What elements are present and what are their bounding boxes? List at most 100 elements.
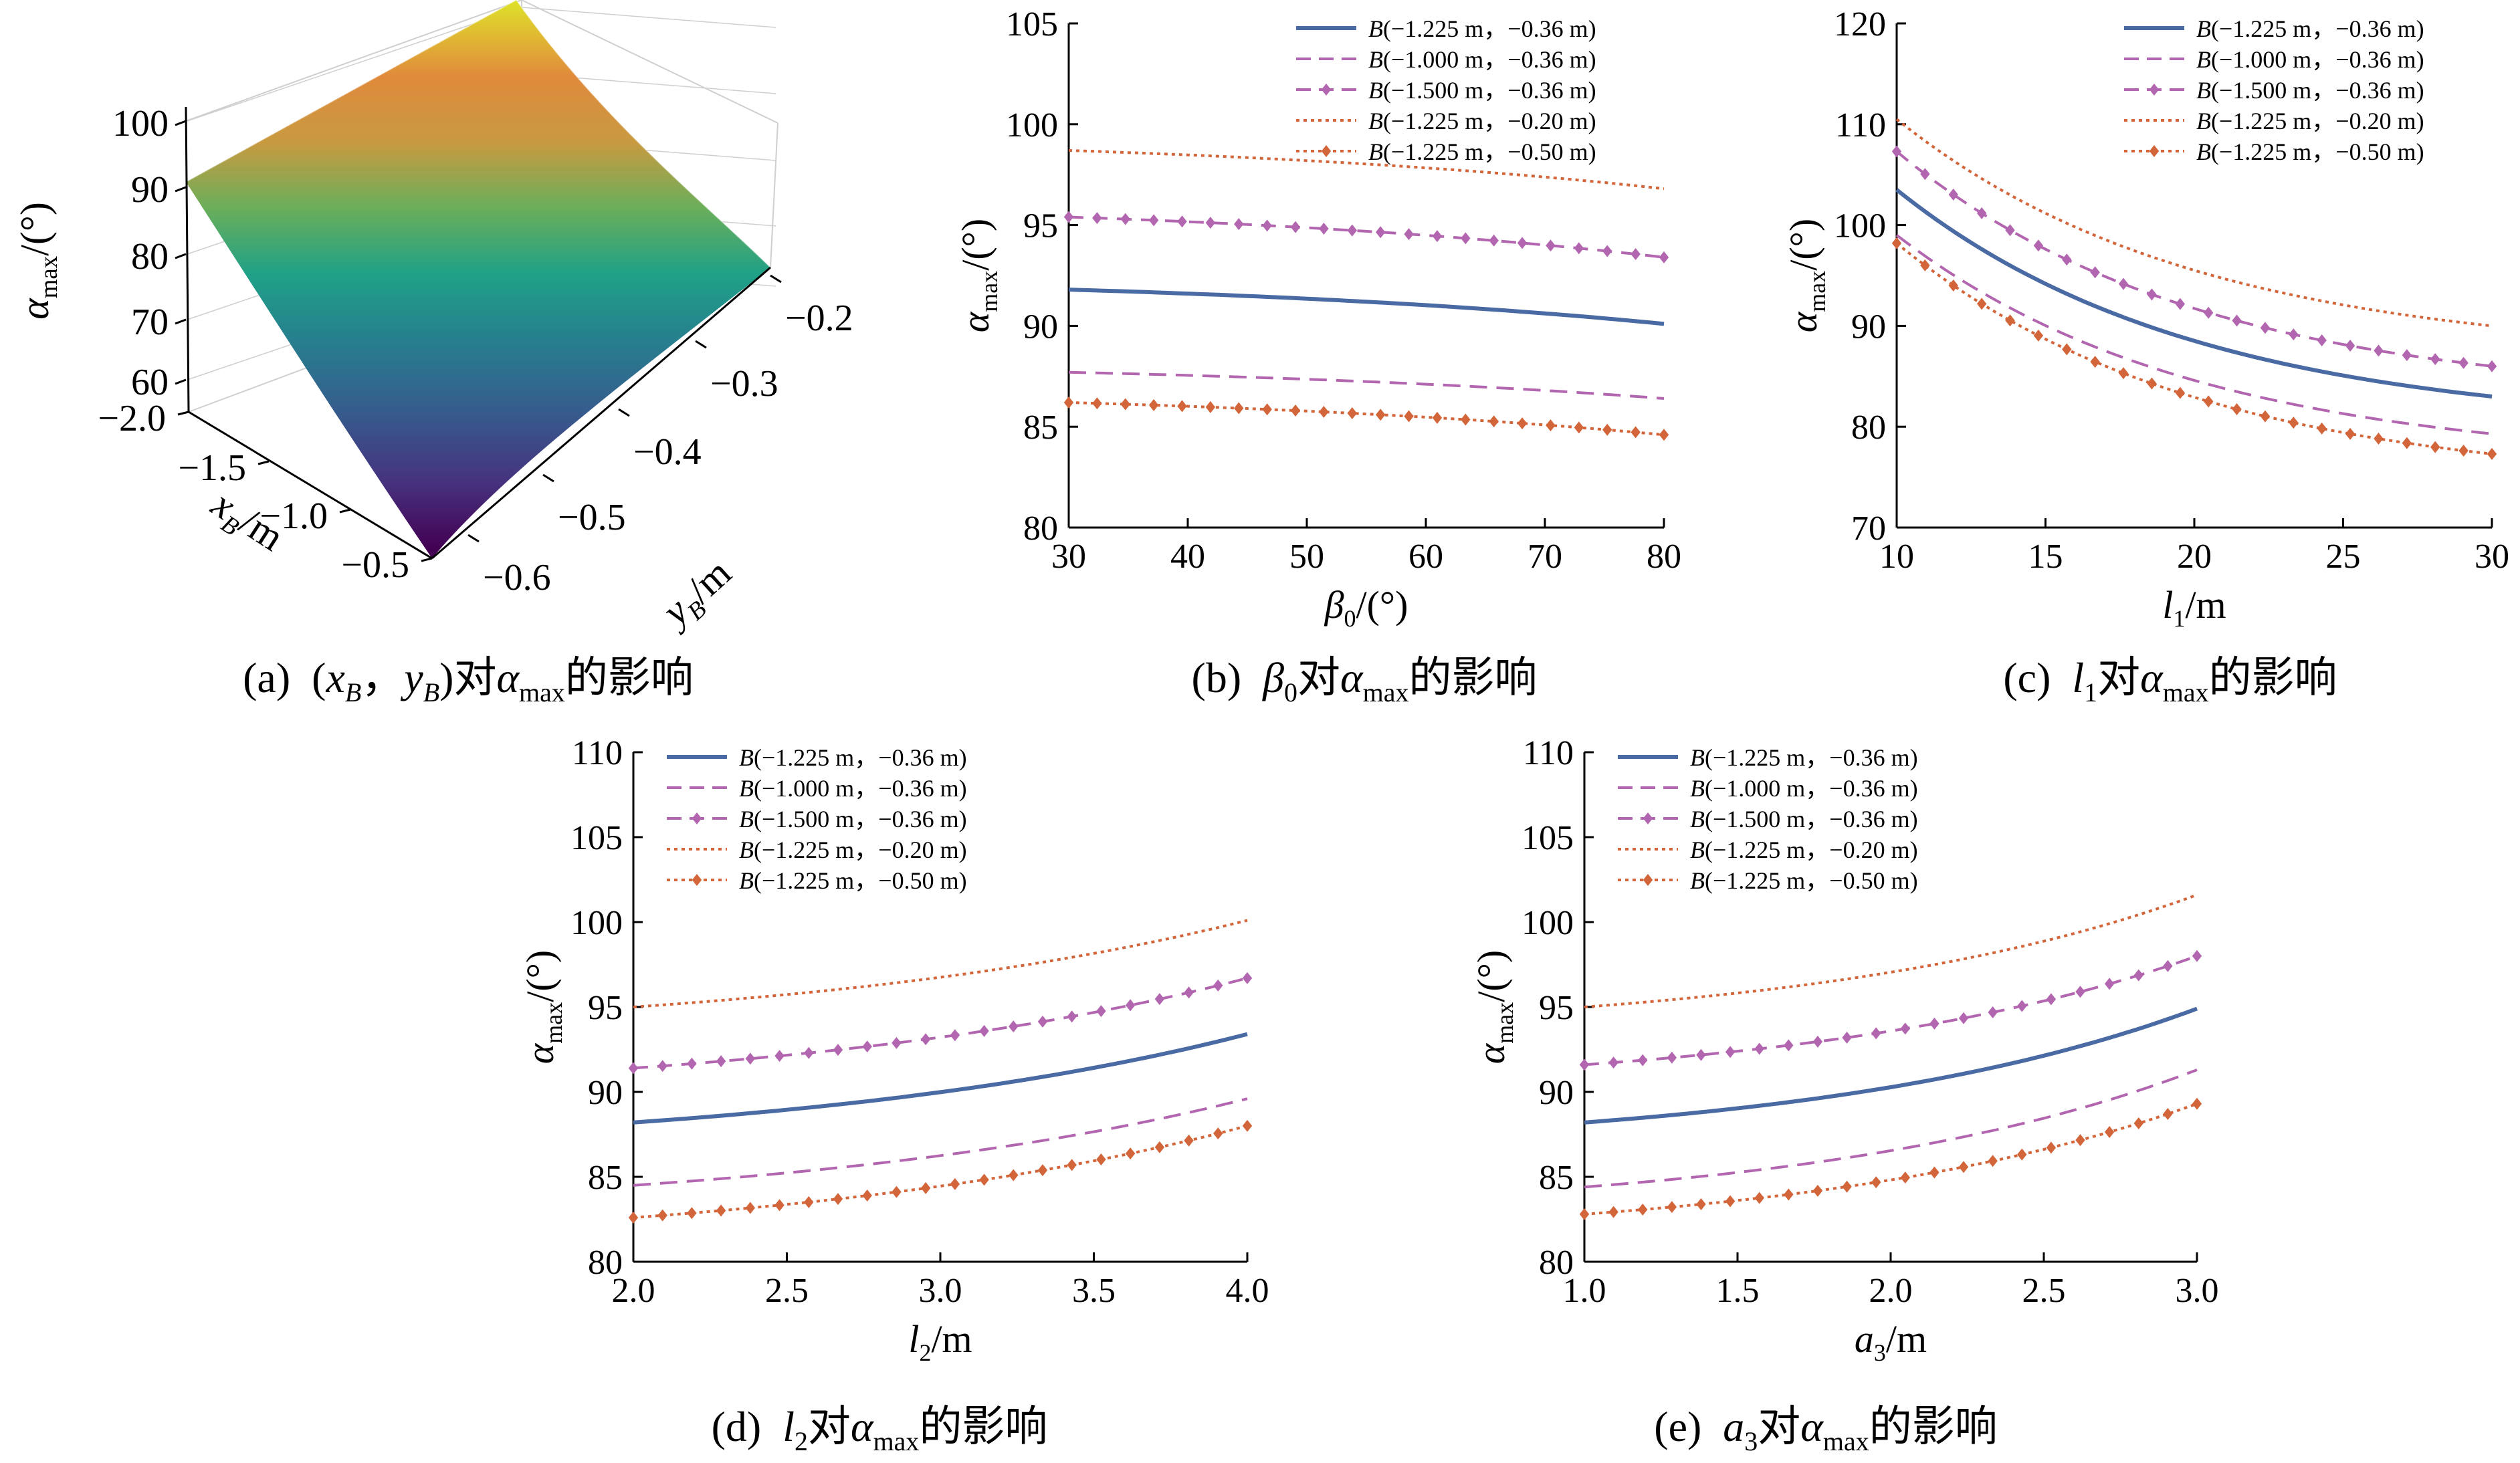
series-marker-3 [2458,356,2469,369]
series-marker-3 [2260,322,2271,334]
x-tick-label: 50 [1289,538,1324,576]
z-tick-label: 80 [131,236,169,277]
legend: B(−1.225 m，−0.36 m) B(−1.000 m，−0.36 m) B(… [667,744,967,894]
series-marker-3 [1725,1046,1736,1058]
caption-a: (a) (xB，yB)对αmax的影响 [243,654,694,707]
series-marker-5 [1871,1176,1881,1189]
series-marker-3 [1784,1039,1794,1052]
series-marker-5 [1290,405,1301,417]
box-edge [521,0,778,124]
z-tick-mark [175,318,187,325]
series-marker-5 [1177,400,1187,413]
y-tick-label: 80 [1851,409,1886,447]
z-axis-title: αmax/(°) [13,202,63,320]
legend-marker [692,874,702,886]
z-axis-line [185,106,190,413]
series-line-1 [1068,288,1665,326]
series-marker-5 [1037,1164,1048,1177]
series-line-3 [633,976,1248,1070]
series-marker-3 [1037,1015,1048,1028]
series-marker-5 [1900,1171,1911,1184]
legend-label: B(−1.225 m，−0.20 m) [2196,108,2424,134]
series-marker-3 [745,1052,756,1065]
y-axis-title: αmax/(°) [1782,219,1830,332]
y-axis-title: αmax/(°) [1469,950,1518,1064]
x-tick-label: 25 [2326,538,2361,576]
series-marker-3 [1125,999,1136,1012]
series-marker-5 [1517,417,1528,430]
series-marker-3 [1154,993,1165,1006]
x-tick-label: 3.0 [919,1272,962,1310]
series-line-3 [1895,150,2493,368]
series-marker-5 [2147,377,2157,390]
y-tick-label: 95 [588,989,623,1027]
series-line-2 [1584,1068,2198,1189]
series-marker-5 [1988,1155,1998,1167]
series-marker-3 [1063,211,1074,223]
series-marker-3 [1546,239,1556,252]
series-marker-5 [1659,429,1669,441]
y-tick-label: 95 [1539,989,1574,1027]
series-marker-5 [1461,413,1471,426]
series-marker-5 [1784,1188,1794,1201]
series-marker-3 [1988,1006,1998,1018]
series-marker-5 [1948,279,1958,292]
y-tick-label: 85 [588,1159,623,1197]
series-marker-3 [1976,207,1987,219]
series-marker-3 [1148,214,1159,227]
series-marker-5 [1667,1201,1677,1214]
series-marker-5 [2033,329,2044,342]
x-tick-mark [177,411,189,416]
series-marker-3 [2005,224,2015,237]
legend-label: B(−1.225 m，−0.50 m) [1368,138,1596,165]
series-marker-5 [804,1196,814,1208]
series-marker-5 [1125,1147,1136,1160]
series-marker-3 [628,1062,639,1075]
series-marker-5 [1319,405,1329,418]
x-tick-label: 70 [1528,538,1562,576]
z-tick-mark [175,378,187,385]
series-marker-3 [1347,224,1358,237]
y-tick-label: −0.3 [710,363,778,405]
series-marker-3 [2430,353,2440,366]
x-tick-label: 1.0 [1563,1272,1606,1310]
x-axis-line [188,411,433,560]
series-marker-5 [1347,407,1358,420]
series-marker-5 [1262,403,1272,416]
series-marker-3 [1948,188,1958,201]
legend: B(−1.225 m，−0.36 m) B(−1.000 m，−0.36 m) B(… [1618,744,1918,894]
series-marker-3 [2090,266,2100,279]
z-gridline [521,7,776,28]
y-tick-label: 100 [1006,106,1058,144]
x-tick-mark [339,508,351,514]
series-marker-5 [774,1199,784,1212]
series-marker-3 [2133,969,2143,982]
series-marker-5 [1404,410,1414,423]
series-marker-5 [1725,1195,1736,1208]
z-tick-mark [175,253,187,259]
y-tick-label: 90 [1023,308,1058,346]
x-axis-title: β0/(°) [1324,583,1408,632]
series-marker-3 [2289,328,2299,341]
series-marker-3 [2075,986,2085,998]
series-line-4 [1895,118,2493,328]
series-marker-3 [2192,949,2202,962]
series-marker-5 [1638,1204,1648,1216]
z-tick-label: 70 [131,302,169,343]
y-axis-title: yB/m [651,550,743,641]
series-marker-3 [1009,1020,1019,1033]
series-marker-3 [2175,298,2186,310]
legend-marker [1643,874,1653,886]
x-axis-title: a3/m [1855,1317,1927,1366]
legend-label: B(−1.225 m，−0.36 m) [739,744,967,771]
legend-label: B(−1.225 m，−0.20 m) [1690,836,1918,863]
series-marker-5 [1920,259,1930,271]
y-tick-label: 120 [1834,5,1886,43]
series-marker-3 [2203,306,2214,319]
series-marker-5 [2005,314,2015,327]
x-axis-title: l2/m [908,1317,972,1366]
series-line-2 [1895,234,2493,435]
series-marker-3 [1262,219,1272,232]
series-marker-3 [2062,253,2072,266]
series-marker-3 [1659,251,1669,263]
